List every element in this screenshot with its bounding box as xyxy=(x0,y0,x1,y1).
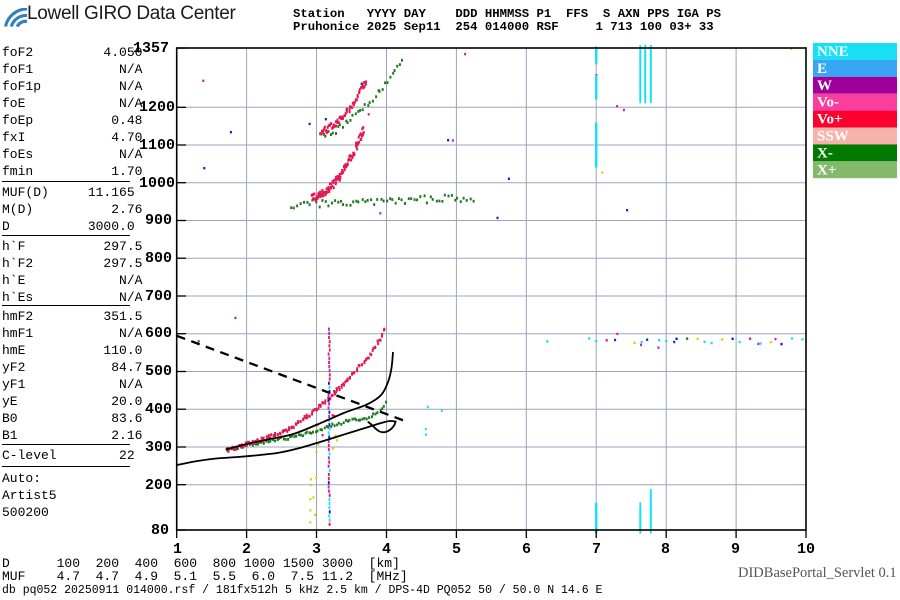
svg-text:W: W xyxy=(817,78,832,94)
svg-text:X+: X+ xyxy=(817,162,836,178)
svg-text:Vo+: Vo+ xyxy=(817,112,843,128)
svg-text:SSW: SSW xyxy=(817,129,849,145)
svg-text:NNE: NNE xyxy=(817,44,849,60)
svg-text:Vo-: Vo- xyxy=(817,95,839,111)
svg-text:X-: X- xyxy=(817,145,833,161)
svg-text:E: E xyxy=(817,61,827,77)
